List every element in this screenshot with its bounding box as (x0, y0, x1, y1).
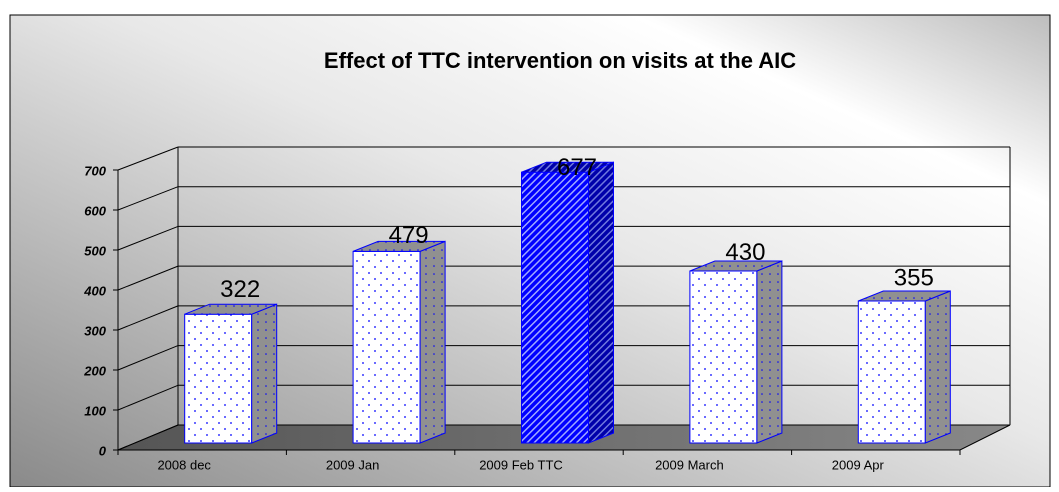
y-tick-label: 300 (84, 323, 106, 338)
x-tick-label: 2009 March (655, 457, 724, 472)
bar (857, 300, 926, 444)
grid-line (117, 424, 179, 451)
bar-side (924, 290, 951, 444)
bar (521, 171, 589, 444)
grid-line (117, 305, 179, 331)
value-label: 322 (220, 276, 260, 303)
grid-line (117, 186, 179, 211)
y-tick-label: 700 (84, 163, 106, 178)
x-tick-label: 2009 Jan (326, 457, 380, 472)
y-tick-label: 200 (83, 363, 106, 378)
value-label: 355 (894, 265, 934, 292)
bar-top (858, 290, 951, 302)
bar-top (352, 240, 446, 252)
value-label: 479 (389, 222, 429, 249)
bar-side (588, 161, 614, 444)
grid-line (117, 384, 179, 411)
bar-side (419, 240, 446, 444)
bar (689, 270, 758, 444)
grid-line (117, 345, 179, 371)
value-label: 430 (725, 239, 765, 266)
grid-line (117, 225, 179, 251)
x-tick-label: 2009 Feb TTC (479, 457, 563, 472)
bar (352, 250, 421, 444)
y-tick-label: 0 (99, 443, 107, 458)
bar-side (251, 303, 278, 444)
bar-side (756, 260, 783, 444)
y-tick-label: 600 (84, 203, 106, 218)
bar (184, 313, 253, 444)
bar-top (184, 303, 277, 315)
bar-top (689, 260, 783, 272)
y-tick-label: 400 (83, 283, 106, 298)
grid-line (117, 265, 179, 291)
x-tick-label: 2009 Apr (832, 457, 885, 472)
x-tick-label: 2008 dec (157, 457, 211, 472)
grid-line (117, 146, 179, 171)
y-tick-label: 500 (84, 243, 106, 258)
chart-title: Effect of TTC intervention on visits at … (324, 48, 796, 73)
bar-top (521, 161, 614, 173)
value-label: 677 (557, 154, 597, 181)
y-tick-label: 100 (84, 403, 106, 418)
